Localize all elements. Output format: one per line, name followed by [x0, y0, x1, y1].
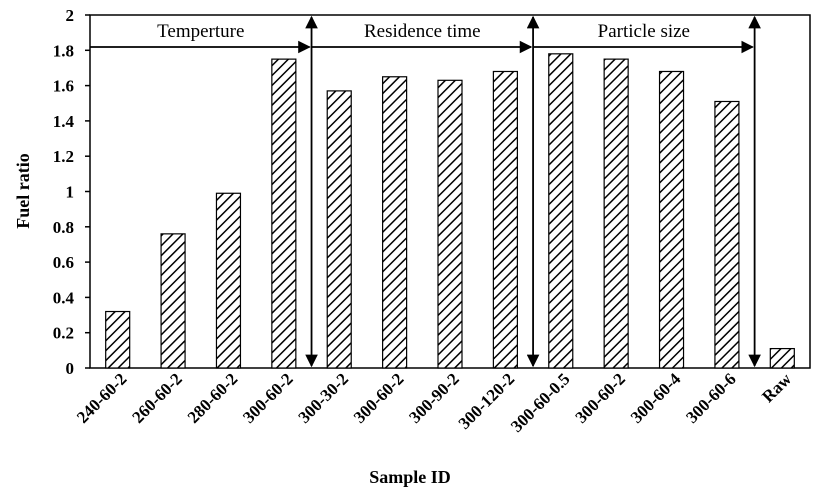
y-axis-ticks: 0 0.2 0.4 0.6 0.8 1 1.2 1.4 1.6 1.8 2: [53, 6, 90, 378]
x-tick-label: 300-60-6: [682, 369, 740, 427]
group-label: Residence time: [364, 21, 481, 42]
y-axis-title: Fuel ratio: [13, 153, 33, 228]
bar: [603, 58, 629, 369]
bar: [492, 70, 518, 369]
y-tick-label: 1.8: [53, 41, 74, 60]
x-axis-labels: 240-60-2260-60-2280-60-2300-60-2300-30-2…: [73, 369, 796, 436]
x-tick-label: Raw: [758, 369, 795, 406]
bar: [769, 347, 795, 369]
bar: [271, 58, 297, 369]
group-label: Temperture: [157, 21, 244, 42]
x-tick-label: 260-60-2: [128, 369, 186, 427]
bar: [215, 192, 242, 369]
y-tick-label: 1: [66, 183, 75, 202]
x-tick-label: 300-60-2: [571, 369, 629, 427]
y-tick-label: 1.2: [53, 147, 74, 166]
group-label: Particle size: [598, 21, 690, 42]
bar: [714, 100, 740, 369]
x-axis-title: Sample ID: [369, 467, 451, 487]
x-tick-label: 300-30-2: [295, 369, 353, 427]
y-tick-label: 0.6: [53, 253, 74, 272]
bars: [105, 53, 795, 369]
x-tick-label: 300-60-0.5: [507, 369, 574, 436]
y-tick-label: 1.4: [53, 112, 75, 131]
bar: [658, 70, 685, 369]
y-tick-label: 0.2: [53, 324, 74, 343]
bar: [437, 79, 463, 369]
bar: [382, 76, 408, 369]
x-tick-label: 300-60-4: [627, 369, 685, 427]
y-tick-label: 2: [66, 6, 75, 25]
x-tick-label: 300-90-2: [405, 369, 463, 427]
x-tick-label: 280-60-2: [184, 369, 242, 427]
bar: [326, 90, 352, 369]
x-tick-label: 240-60-2: [73, 369, 131, 427]
bar: [105, 310, 131, 369]
bar: [160, 233, 186, 369]
y-tick-label: 0: [66, 359, 75, 378]
x-tick-label: 300-60-2: [350, 369, 408, 427]
y-tick-label: 0.8: [53, 218, 74, 237]
y-tick-label: 0.4: [53, 288, 75, 307]
y-tick-label: 1.6: [53, 77, 74, 96]
group-annotations: Temperture Residence time Particle size: [90, 15, 761, 368]
bar: [548, 53, 574, 369]
x-tick-label: 300-60-2: [239, 369, 297, 427]
